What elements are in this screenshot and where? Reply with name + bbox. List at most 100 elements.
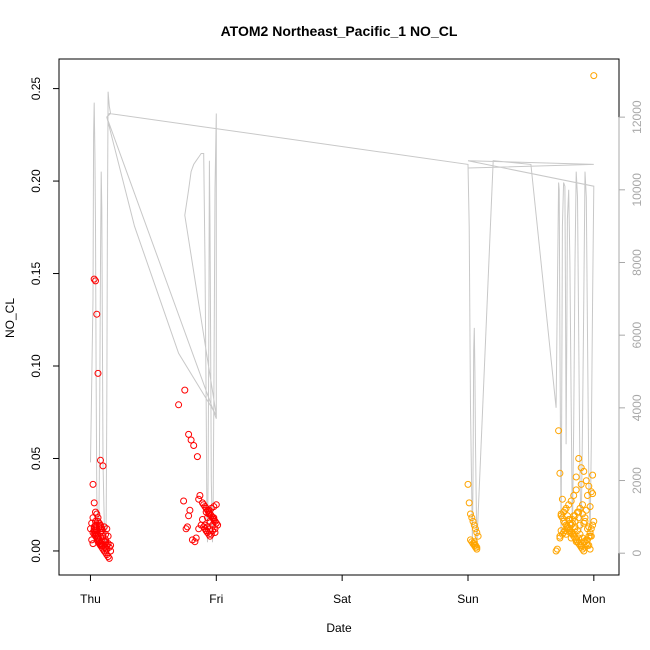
data-point — [570, 530, 578, 538]
data-point — [585, 482, 593, 490]
data-point — [92, 508, 99, 516]
y-tick-label: 0.25 — [29, 77, 43, 101]
data-point — [468, 514, 476, 522]
data-point — [580, 547, 588, 555]
data-point — [565, 516, 573, 523]
data-point — [589, 490, 597, 498]
data-point — [88, 536, 96, 544]
plot-area — [87, 72, 598, 562]
data-point — [104, 553, 112, 560]
data-point — [94, 369, 102, 377]
x-tick-label: Thu — [80, 592, 101, 606]
y2-tick-label: 8000 — [630, 249, 644, 276]
data-point — [210, 514, 218, 522]
data-point — [582, 477, 590, 485]
data-point — [93, 510, 101, 518]
data-point — [556, 469, 564, 477]
axes: Thu Fri Sat Sun Mon 0.00 0.05 0.10 0.15 0.20 0.25 0… — [29, 58, 644, 606]
data-point — [103, 525, 111, 533]
data-point — [585, 523, 593, 531]
data-point — [472, 541, 479, 549]
data-point — [580, 538, 588, 546]
data-point — [199, 516, 206, 523]
data-point — [90, 499, 98, 507]
x-axis-title: Date — [326, 621, 352, 635]
data-point — [97, 456, 104, 464]
data-point — [207, 530, 215, 538]
data-point — [105, 554, 113, 562]
data-point — [572, 473, 580, 481]
data-point — [212, 501, 220, 509]
data-point — [572, 486, 580, 494]
data-point — [589, 471, 597, 479]
data-point — [191, 538, 199, 546]
y2-tick-label: 6000 — [630, 321, 644, 348]
data-point — [187, 436, 195, 444]
data-point — [465, 499, 473, 507]
y2-tick-label: 2000 — [630, 467, 644, 494]
x-tick-label: Mon — [582, 592, 605, 606]
data-point — [190, 442, 198, 449]
data-point — [92, 529, 99, 536]
data-point — [90, 275, 98, 283]
data-point — [576, 521, 584, 529]
data-point — [584, 525, 591, 533]
data-point — [211, 529, 219, 536]
data-point — [581, 514, 589, 522]
data-point — [183, 523, 191, 531]
data-point — [192, 534, 200, 542]
data-point — [473, 529, 481, 536]
data-point — [562, 530, 570, 538]
data-point — [95, 521, 103, 529]
data-point — [586, 503, 594, 511]
data-point — [93, 530, 101, 538]
data-point — [186, 506, 194, 514]
data-point — [590, 72, 598, 80]
data-point — [585, 541, 593, 549]
data-point — [181, 386, 189, 394]
data-point — [469, 517, 477, 525]
chart-title: ATOM2 Northeast_Pacific_1 NO_CL — [221, 23, 458, 39]
data-point — [586, 545, 594, 553]
data-point — [561, 506, 569, 514]
data-point — [202, 527, 210, 535]
y-tick-label: 0.15 — [29, 262, 43, 286]
data-point — [94, 517, 102, 525]
data-point — [555, 427, 563, 435]
data-point — [182, 525, 190, 533]
data-point — [467, 510, 474, 518]
data-point — [92, 277, 99, 285]
data-point — [582, 506, 590, 514]
data-point — [570, 492, 578, 499]
data-point — [470, 521, 478, 529]
data-point — [558, 495, 566, 503]
series-1-points — [87, 275, 222, 562]
data-point — [97, 529, 104, 536]
data-point — [473, 543, 481, 551]
data-point — [581, 517, 589, 525]
data-point — [472, 525, 479, 533]
data-point — [575, 534, 583, 542]
data-point — [586, 532, 594, 540]
data-point — [195, 495, 203, 503]
data-point — [567, 497, 575, 505]
data-point — [185, 430, 193, 438]
data-point — [211, 525, 219, 533]
data-point — [206, 532, 214, 540]
data-point — [93, 310, 101, 318]
data-point — [575, 455, 583, 462]
x-tick-label: Sun — [457, 592, 478, 606]
data-point — [587, 488, 595, 496]
y2-tick-label: 12000 — [630, 100, 644, 134]
data-point — [553, 545, 561, 553]
data-point — [107, 547, 115, 555]
data-point — [193, 453, 201, 461]
plot-marks — [87, 72, 598, 562]
data-point — [196, 492, 204, 499]
data-point — [89, 540, 97, 548]
data-point — [590, 517, 598, 525]
x-tick-label: Sat — [333, 592, 352, 606]
y-tick-label: 0.00 — [29, 539, 43, 563]
y-tick-label: 0.10 — [29, 354, 43, 378]
data-point — [474, 532, 482, 540]
